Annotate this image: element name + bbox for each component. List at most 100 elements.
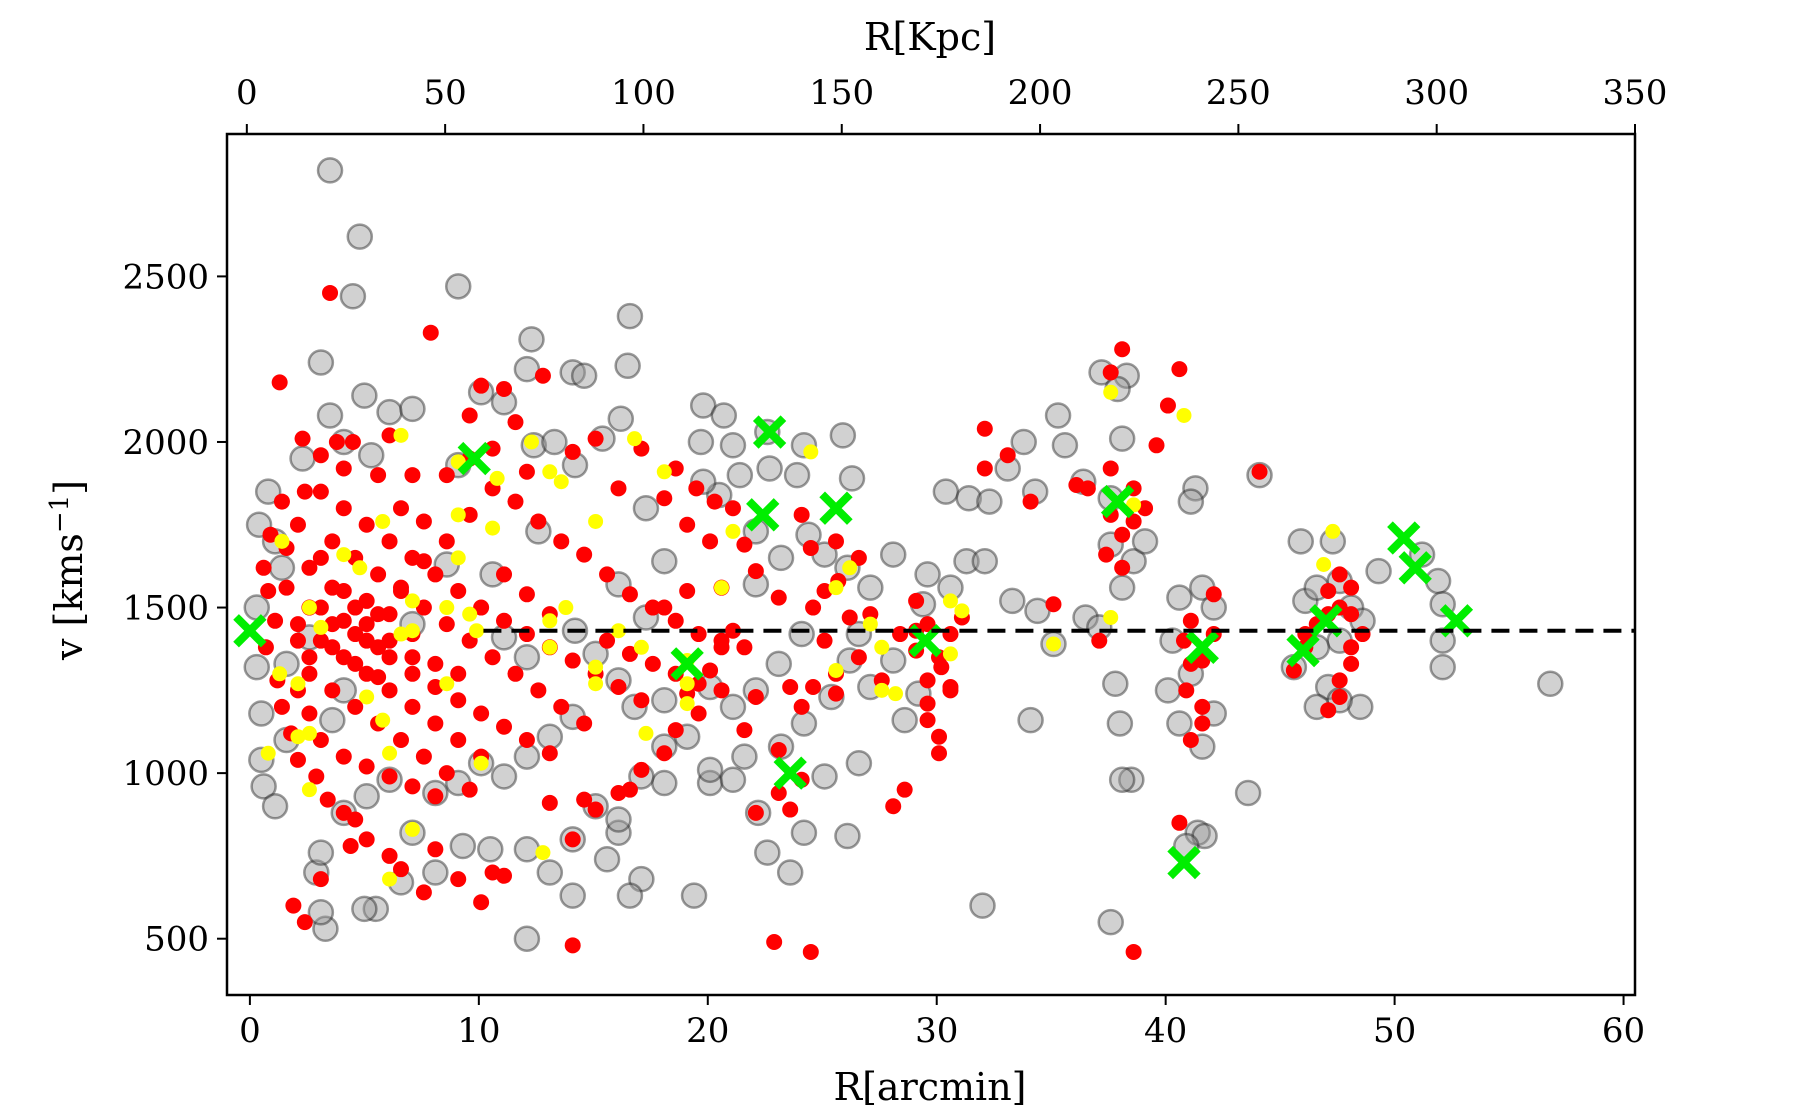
data-point-gray <box>1017 706 1044 734</box>
data-point-yellow <box>382 745 398 761</box>
data-point-red <box>415 513 432 530</box>
data-point-red <box>392 500 409 517</box>
x-tick-label: 30 <box>915 1011 958 1051</box>
data-point-yellow <box>942 593 958 609</box>
data-point-gray <box>651 769 678 797</box>
data-point-red <box>507 493 524 510</box>
data-point-gray <box>1177 488 1205 515</box>
data-point-red <box>461 407 478 424</box>
data-point-red <box>484 649 501 666</box>
data-point-gray <box>1051 432 1079 459</box>
data-point-red <box>271 374 288 391</box>
data-point-red <box>328 433 345 450</box>
data-point-gray <box>726 461 754 489</box>
data-point-red <box>736 639 753 656</box>
data-point-red <box>802 539 819 556</box>
data-point-red <box>450 871 467 888</box>
data-point-red <box>1159 397 1176 414</box>
data-point-yellow <box>542 639 558 655</box>
data-point-red <box>633 761 650 778</box>
data-point-gray <box>1108 766 1136 793</box>
data-point-red <box>1102 364 1119 381</box>
data-point-yellow <box>1103 609 1119 625</box>
data-point-yellow <box>679 696 695 712</box>
data-point-red <box>931 745 948 762</box>
data-point-gray <box>1166 584 1193 611</box>
data-point-gray <box>316 157 344 184</box>
data-point-gray <box>570 362 598 389</box>
data-point-red <box>656 745 673 762</box>
x2-axis-title: R[Kpc] <box>864 15 996 59</box>
data-point-red <box>461 506 478 523</box>
data-point-gray <box>971 547 999 575</box>
data-point-gray <box>254 478 282 505</box>
data-point-gray <box>268 554 296 582</box>
data-point-red <box>289 516 306 533</box>
data-point-yellow <box>679 676 695 692</box>
data-point-red <box>484 440 501 457</box>
data-point-gray <box>776 859 804 886</box>
data-point-gray <box>1102 670 1129 697</box>
data-point-gray <box>879 647 907 674</box>
data-point-gray <box>838 465 866 492</box>
data-point-red <box>747 804 764 821</box>
y-tick-label: 1000 <box>122 754 209 794</box>
data-point-red <box>1194 715 1211 732</box>
data-point-gray <box>307 349 335 376</box>
data-point-red <box>518 586 535 603</box>
data-point-red <box>919 672 936 689</box>
data-point-red <box>690 626 707 643</box>
data-point-gray <box>845 749 873 777</box>
data-point-red <box>342 837 359 854</box>
data-point-yellow <box>842 560 858 576</box>
data-point-yellow <box>1045 636 1061 652</box>
data-point-red <box>370 566 387 583</box>
data-point-gray <box>914 561 941 588</box>
data-point-red <box>942 682 959 699</box>
data-point-green-x <box>773 756 807 790</box>
data-point-red <box>312 549 329 566</box>
data-point-red <box>381 533 398 550</box>
data-point-red <box>599 566 616 583</box>
data-point-gray <box>879 541 907 568</box>
data-point-red <box>312 447 329 464</box>
data-point-yellow <box>301 725 317 741</box>
data-point-gray <box>536 859 564 886</box>
data-point-red <box>496 867 513 884</box>
data-point-red <box>644 599 661 616</box>
data-point-red <box>324 533 341 550</box>
data-point-yellow <box>588 659 604 675</box>
data-point-gray <box>756 455 783 482</box>
data-point-red <box>308 768 325 785</box>
data-point-red <box>679 516 696 533</box>
data-point-gray <box>689 392 717 419</box>
data-point-red <box>805 599 822 616</box>
data-point-gray <box>1191 822 1218 850</box>
data-point-red <box>450 665 467 682</box>
data-point-yellow <box>439 600 455 616</box>
data-point-red <box>1079 480 1096 497</box>
data-point-red <box>427 715 444 732</box>
data-point-red <box>713 632 730 649</box>
data-point-yellow <box>874 639 890 655</box>
data-point-gray <box>1182 475 1209 502</box>
data-point-red <box>358 831 375 848</box>
data-point-red <box>702 662 719 679</box>
data-point-red <box>496 718 513 735</box>
data-point-gray <box>536 723 564 750</box>
data-point-yellow <box>725 523 741 539</box>
data-point-gray <box>346 223 374 250</box>
x-tick-label: 60 <box>1602 1011 1645 1051</box>
data-point-yellow <box>462 606 478 622</box>
data-point-red <box>1320 702 1337 719</box>
data-point-red <box>381 649 398 666</box>
data-point-red <box>427 655 444 672</box>
data-point-red <box>976 420 993 437</box>
data-point-red <box>438 616 455 633</box>
data-point-green-x <box>1387 521 1421 555</box>
data-point-gray <box>696 769 724 797</box>
data-point-red <box>690 675 707 692</box>
data-point-red <box>335 612 352 629</box>
data-point-green-x <box>1439 604 1474 638</box>
data-point-red <box>255 559 272 576</box>
